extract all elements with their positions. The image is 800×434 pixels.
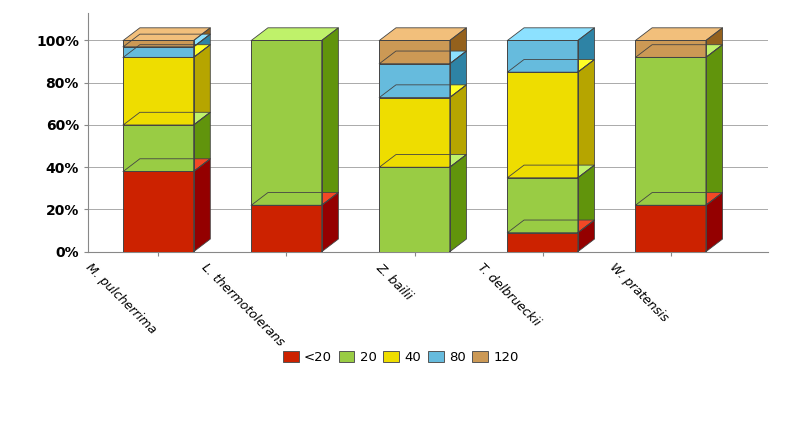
Polygon shape [379, 155, 466, 167]
Bar [123, 57, 194, 125]
Polygon shape [578, 165, 594, 233]
Polygon shape [194, 112, 210, 171]
Bar [507, 40, 578, 72]
Bar [507, 233, 578, 252]
Polygon shape [635, 193, 722, 205]
Bar [379, 40, 450, 64]
Polygon shape [450, 51, 466, 98]
Bar [123, 47, 194, 57]
Polygon shape [379, 28, 466, 40]
Polygon shape [507, 220, 594, 233]
Polygon shape [123, 112, 210, 125]
Polygon shape [379, 51, 466, 64]
Polygon shape [507, 59, 594, 72]
Polygon shape [123, 45, 210, 57]
Polygon shape [251, 193, 338, 205]
Polygon shape [450, 28, 466, 64]
Polygon shape [507, 165, 594, 178]
Polygon shape [251, 28, 338, 40]
Bar [507, 72, 578, 178]
Bar [123, 40, 194, 47]
Polygon shape [194, 45, 210, 125]
Bar [507, 178, 578, 233]
Polygon shape [450, 155, 466, 252]
Bar [379, 64, 450, 98]
Polygon shape [123, 28, 210, 40]
Bar [379, 167, 450, 252]
Polygon shape [578, 220, 594, 252]
Polygon shape [507, 28, 594, 40]
Polygon shape [578, 28, 594, 72]
Bar [123, 171, 194, 252]
Polygon shape [194, 159, 210, 252]
Polygon shape [635, 28, 722, 40]
Polygon shape [578, 59, 594, 178]
Polygon shape [450, 85, 466, 167]
Polygon shape [706, 45, 722, 205]
Polygon shape [322, 193, 338, 252]
Bar [635, 57, 706, 205]
Polygon shape [706, 193, 722, 252]
Legend: <20, 20, 40, 80, 120: <20, 20, 40, 80, 120 [278, 345, 524, 369]
Bar [635, 205, 706, 252]
Bar [251, 40, 322, 205]
Bar [251, 205, 322, 252]
Polygon shape [194, 34, 210, 57]
Polygon shape [379, 85, 466, 98]
Polygon shape [123, 34, 210, 47]
Bar [123, 125, 194, 171]
Bar [379, 98, 450, 167]
Bar [635, 40, 706, 57]
Polygon shape [635, 45, 722, 57]
Polygon shape [123, 159, 210, 171]
Polygon shape [322, 28, 338, 205]
Polygon shape [706, 28, 722, 57]
Polygon shape [194, 28, 210, 47]
